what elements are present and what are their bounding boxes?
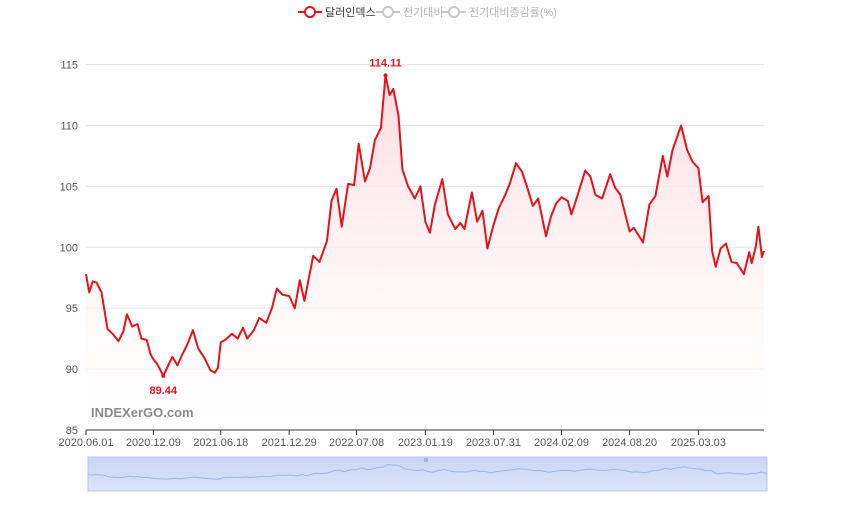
y-tick-label: 95 — [66, 303, 78, 315]
y-tick-label: 115 — [60, 60, 78, 72]
x-tick-label: 2021.06.18 — [193, 437, 248, 449]
x-tick-label: 2023.07.31 — [466, 437, 521, 449]
legend-item-period-change-rate[interactable]: 전기대비증감률(%) — [442, 6, 557, 19]
legend-label: 전기대비증감률(%) — [469, 6, 557, 19]
legend-label: 전기대비 — [403, 6, 443, 19]
y-tick-label: 85 — [66, 425, 78, 437]
annotation-label: 114.11 — [369, 57, 401, 69]
zoom-slider[interactable] — [87, 456, 768, 492]
x-tick-label: 2020.06.01 — [58, 437, 113, 449]
annotations: 114.11 89.44 — [149, 57, 401, 397]
x-tick-label: 2025.03.03 — [671, 437, 726, 449]
legend-item-period-change[interactable]: 전기대비 — [376, 6, 443, 19]
watermark: INDEXerGO.com — [91, 405, 194, 420]
zoom-slider-preview-line — [87, 463, 768, 480]
legend-marker-icon — [382, 6, 394, 18]
x-tick-label: 2023.01.19 — [398, 437, 453, 449]
x-tick-label: 2021.12.29 — [262, 437, 317, 449]
y-tick-label: 105 — [60, 181, 78, 193]
y-tick-label: 110 — [60, 120, 78, 132]
chart-legend: 달러인덱스 전기대비 전기대비증감률(%) — [298, 6, 557, 19]
series-line-dollar-index[interactable] — [85, 74, 765, 377]
x-axis: 2020.06.01 2020.12.09 2021.06.18 2021.12.29… — [58, 429, 764, 449]
zoom-slider-track[interactable] — [87, 456, 768, 492]
annotation-label: 89.44 — [149, 385, 177, 397]
annotation-point — [161, 373, 166, 378]
x-tick-label: 2024.08.20 — [602, 437, 657, 449]
zoom-slider-handle-icon[interactable] — [424, 458, 428, 462]
legend-marker-icon — [304, 6, 316, 18]
x-tick-label: 2022.07.08 — [329, 437, 384, 449]
x-tick-label: 2020.12.09 — [126, 437, 181, 449]
legend-label: 달러인덱스 — [325, 6, 376, 19]
series-area — [86, 75, 764, 431]
y-tick-label: 100 — [60, 242, 78, 254]
legend-marker-icon — [448, 6, 460, 18]
annotation-point — [383, 73, 388, 78]
y-tick-label: 90 — [66, 364, 78, 376]
y-axis: 85 90 95 100 105 110 115 — [60, 60, 78, 437]
legend-item-dollar-index[interactable]: 달러인덱스 — [298, 6, 376, 19]
x-tick-label: 2024.02.09 — [534, 437, 589, 449]
